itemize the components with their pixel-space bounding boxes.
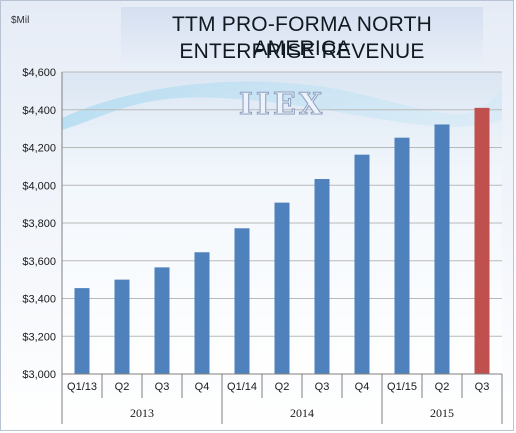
y-tick-label: $4,200: [22, 143, 56, 155]
bar: [154, 267, 170, 374]
bar: [394, 137, 410, 374]
watermark-wave: [62, 81, 502, 130]
chart-title-line-2: ENTERPRISE REVENUE: [179, 40, 425, 63]
y-tick-label: $4,000: [22, 180, 56, 192]
year-label: 2014: [290, 406, 314, 420]
category-label: Q2: [115, 381, 130, 393]
y-tick-label: $4,400: [22, 105, 56, 117]
watermark-logo: IIEX: [239, 87, 325, 122]
bar: [354, 154, 370, 374]
category-label: Q4: [195, 381, 210, 393]
chart-title-box: TTM PRO-FORMA NORTH AMERICA ENTERPRISE R…: [121, 7, 483, 69]
y-tick-label: $3,800: [22, 218, 56, 230]
category-label: Q1/15: [387, 381, 417, 393]
category-label: Q1/13: [67, 381, 97, 393]
chart-title-line-1: TTM PRO-FORMA NORTH AMERICA: [171, 13, 433, 60]
category-label: Q3: [155, 381, 170, 393]
bar: [194, 252, 210, 374]
year-label: 2013: [130, 406, 154, 420]
category-label: Q1/14: [227, 381, 257, 393]
category-label: Q3: [315, 381, 330, 393]
unit-label: $Mil: [11, 15, 30, 26]
year-label: 2015: [430, 406, 454, 420]
y-tick-label: $3,400: [22, 294, 56, 306]
y-tick-label: $3,000: [22, 369, 56, 381]
y-tick-label: $4,600: [22, 67, 56, 79]
bar: [234, 228, 250, 374]
category-label: Q3: [475, 381, 490, 393]
bar: [434, 124, 450, 374]
y-tick-label: $3,600: [22, 256, 56, 268]
bar: [74, 288, 90, 374]
bar: [474, 107, 490, 375]
bar: [114, 279, 130, 374]
bar: [314, 179, 330, 374]
y-tick-label: $3,200: [22, 331, 56, 343]
bar: [274, 202, 290, 374]
category-label: Q2: [275, 381, 290, 393]
category-label: Q4: [355, 381, 370, 393]
category-label: Q2: [435, 381, 450, 393]
